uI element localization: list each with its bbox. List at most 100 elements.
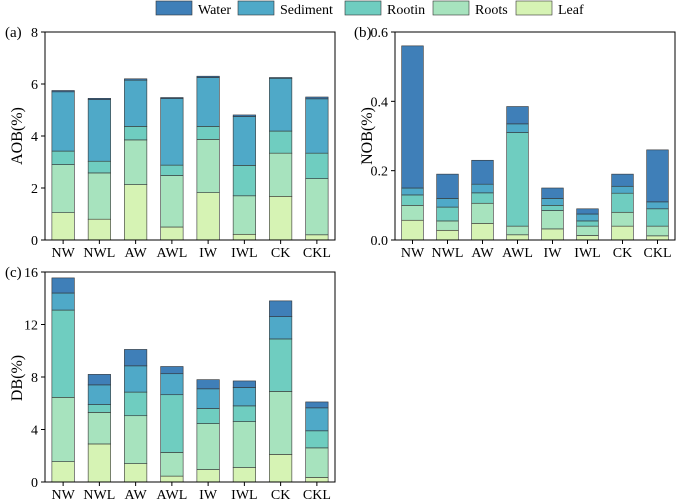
bar-nwl-leaf [436,229,459,241]
y-tick-label: 0.0 [371,234,389,249]
legend-label-rootin: Rootin [387,3,425,18]
bar-nw-roots [401,205,424,221]
bar-aw-rootin [124,126,148,141]
bar-iw-sediment [196,77,220,127]
legend-swatch-water [155,0,193,16]
x-tick-label: NWL [432,246,464,261]
bar-nw-water [51,277,75,294]
bar-nwl-roots [436,220,459,231]
bar-nwl-water [436,173,459,199]
x-tick-label: NW [51,488,75,499]
bar-iwl-sediment [232,116,256,166]
bar-aw-rootin [124,391,148,417]
bar-ckl-leaf [646,235,669,241]
bar-nwl-rootin [87,160,111,174]
bar-iwl-roots [232,195,256,235]
bar-ckl-water [305,96,329,100]
bar-iwl-rootin [232,405,256,422]
y-tick-label: 0 [31,476,38,491]
bar-nw-sediment [51,292,75,311]
y-tick-label: 0 [31,234,38,249]
legend-swatch-sediment [237,0,275,16]
y-tick-label: 4 [31,424,38,439]
bar-iw-roots [196,423,220,470]
x-tick-label: CKL [644,246,672,261]
x-tick-label: IW [199,488,218,499]
bars-b [401,45,669,241]
bar-ck-leaf [611,225,634,241]
bar-nwl-sediment [87,384,111,405]
bar-nwl-water [87,98,111,100]
bar-awl-water [506,106,529,125]
bar-awl-sediment [160,98,184,166]
bar-iwl-roots [232,421,256,468]
bar-iwl-rootin [576,220,599,227]
bar-ckl-leaf [305,477,329,483]
bar-nw-rootin [51,309,75,398]
bar-nwl-water [87,374,111,386]
bar-ckl-roots [305,447,329,478]
x-tick-label: AWL [502,246,533,261]
y-tick-label: 12 [24,319,38,334]
legend-item-roots: Roots [432,0,508,18]
x-tick-label: AW [471,246,494,261]
panel-label-c: (c) [5,265,22,281]
bar-nwl-leaf [87,443,111,483]
bar-awl-leaf [506,234,529,241]
bar-iw-leaf [196,469,220,483]
x-ticks-a: NW NWL AW AWL IW IWL CK CKL [51,240,331,261]
bar-aw-sediment [124,79,148,127]
bar-ck-leaf [269,196,293,241]
bar-ckl-roots [305,178,329,236]
legend-label-leaf: Leaf [558,3,584,18]
bar-awl-water [160,366,184,375]
x-tick-label: NW [51,246,75,261]
y-tick-label: 0.2 [371,165,389,180]
legend-item-rootin: Rootin [344,0,425,18]
legend-item-sediment: Sediment [237,0,333,18]
panel-a: (a) AOB(%) 0 2 4 6 8 NW NWL AW AWL IW IWL CK CKL [5,25,336,261]
y-tick-label: 8 [31,371,38,386]
plot-frame-b [394,31,676,241]
bar-nw-roots [51,397,75,462]
bar-nw-sediment [51,91,75,152]
x-tick-label: IWL [231,246,257,261]
bar-awl-leaf [160,226,184,241]
bar-iwl-roots [576,225,599,236]
bar-nw-roots [51,164,75,214]
bar-nwl-rootin [436,206,459,222]
panel-label-a: (a) [5,25,22,41]
bar-nw-water [401,45,424,189]
bar-nwl-sediment [436,198,459,208]
bar-iwl-sediment [576,213,599,222]
x-ticks-c: NW NWL AW AWL IW IWL CK CKL [51,482,331,499]
bar-aw-sediment [471,183,494,194]
bar-awl-roots [160,175,184,228]
bar-ck-sediment [269,77,293,132]
bar-awl-leaf [160,475,184,483]
y-axis-label-c: DB(%) [9,355,26,401]
y-ticks-a: 0 2 4 6 8 [31,26,45,249]
x-tick-label: CKL [303,246,331,261]
bar-awl-sediment [160,373,184,396]
plot-frame-a [44,31,336,241]
legend-label-sediment: Sediment [280,3,333,18]
bar-iwl-leaf [232,233,256,241]
bar-nw-leaf [51,212,75,241]
x-tick-label: AWL [156,246,187,261]
bar-ckl-rootin [305,430,329,449]
bar-aw-leaf [124,184,148,241]
bar-aw-roots [471,202,494,224]
y-axis-label-b: NOB(%) [359,107,376,165]
bar-aw-water [471,159,494,185]
bar-aw-roots [124,139,148,185]
bar-ckl-rootin [646,208,669,227]
bar-iw-sediment [196,388,220,409]
bar-awl-water [160,97,184,99]
y-tick-label: 8 [31,26,38,41]
plot-frame-c [44,271,336,483]
bar-awl-rootin [160,164,184,176]
bar-nwl-sediment [87,99,111,162]
bar-aw-sediment [124,365,148,393]
bar-nw-rootin [51,150,75,165]
